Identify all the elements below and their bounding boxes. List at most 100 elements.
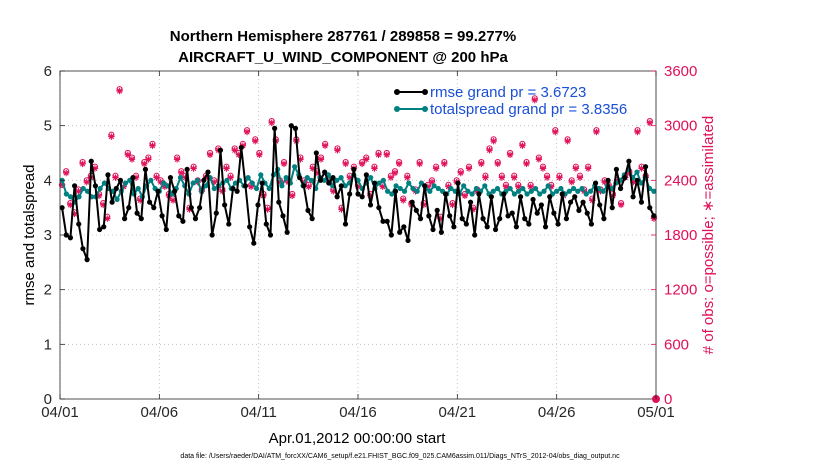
rmse-series-point <box>455 180 461 186</box>
obs-assimilated-point <box>280 160 288 168</box>
rmse-series-point <box>263 221 269 227</box>
spread-series-point <box>566 188 572 194</box>
rmse-series-point <box>255 202 261 208</box>
rmse-series-point <box>480 216 486 222</box>
rmse-series-point <box>505 213 511 219</box>
spread-series-point <box>376 180 382 186</box>
rmse-series-point <box>638 199 645 205</box>
spread-series-point <box>465 188 471 194</box>
rmse-series-point <box>651 213 657 219</box>
rmse-series-point <box>572 194 578 200</box>
spread-series-point <box>249 180 255 186</box>
y-left-tick-label: 6 <box>44 63 52 80</box>
rmse-series-point <box>96 226 103 233</box>
obs-assimilated-point <box>79 160 86 168</box>
x-tick-label: 04/16 <box>339 404 377 421</box>
rmse-series-point <box>284 229 290 235</box>
legend-spread-label: totalspread grand pr = 3.8356 <box>430 101 627 118</box>
rmse-series-point <box>147 199 153 205</box>
spread-series-point <box>482 183 488 189</box>
spread-series-point <box>528 188 534 194</box>
rmse-series-point <box>538 202 544 208</box>
spread-series-point <box>177 175 184 181</box>
spread-series-point <box>448 185 454 192</box>
rmse-series-point <box>526 221 532 227</box>
legend-spread-marker-right <box>422 106 428 112</box>
spread-series-point <box>414 188 420 194</box>
spread-series-point <box>431 183 437 189</box>
obs-assimilated-point <box>531 96 538 104</box>
rmse-series-point <box>372 180 378 186</box>
rmse-series-point <box>113 185 119 192</box>
rmse-series-point <box>338 183 344 189</box>
spread-series-point <box>291 164 298 170</box>
obs-assimilated-point <box>498 174 506 181</box>
spread-series-point <box>380 177 386 183</box>
rmse-series-point <box>309 216 315 222</box>
rmse-series-point <box>484 224 490 230</box>
rmse-series-point <box>559 191 565 197</box>
spread-series-point <box>245 175 251 181</box>
rmse-series-point <box>626 158 632 164</box>
obs-assimilated-point <box>568 178 575 186</box>
rmse-series-point <box>597 202 603 208</box>
obs-assimilated-point <box>256 151 263 159</box>
obs-assimilated-point <box>391 169 399 177</box>
legend: rmse grand pr = 3.6723 totalspread grand… <box>394 84 627 118</box>
obs-assimilated-point <box>593 128 600 136</box>
spread-series-point <box>490 188 496 194</box>
rmse-series-point <box>59 205 65 211</box>
obs-assimilated-point <box>124 151 132 159</box>
obs-assimilated-point <box>358 160 366 168</box>
rmse-series-point <box>367 202 374 208</box>
obs-assimilated-point <box>510 174 518 181</box>
obs-assimilated-point <box>395 160 403 168</box>
spread-series-point <box>342 183 348 189</box>
y-axis-label-left: rmse and totalspread <box>21 165 38 306</box>
y-left-tick-label: 3 <box>44 227 52 244</box>
rmse-series-point <box>292 125 299 131</box>
rmse-series-point <box>280 213 286 219</box>
spread-series-point <box>570 185 577 192</box>
rmse-series-point <box>634 177 640 183</box>
legend-rmse-label: rmse grand pr = 3.6723 <box>430 84 586 101</box>
obs-assimilated-point <box>461 192 469 200</box>
spread-series-point <box>258 172 264 178</box>
rmse-series-point <box>397 229 403 235</box>
data-file-footer: data file: /Users/raeder/DAI/ATM_forcXX/… <box>180 453 620 460</box>
obs-assimilated-point <box>552 128 559 136</box>
obs-assimilated-point <box>584 165 592 172</box>
rmse-series-point <box>609 205 615 211</box>
rmse-series-point <box>563 216 569 222</box>
rmse-series-point <box>463 221 469 227</box>
rmse-series-point <box>305 207 311 213</box>
obs-assimilated-point <box>457 169 464 177</box>
spread-series-point <box>545 183 551 189</box>
rmse-series-point <box>92 183 99 189</box>
obs-assimilated-point <box>400 197 407 204</box>
rmse-series-point <box>555 221 561 227</box>
rmse-series-point <box>297 175 303 181</box>
obs-assimilated-point <box>62 169 70 177</box>
obs-assimilated-point <box>564 137 571 145</box>
rmse-series-point <box>188 205 194 211</box>
spread-series-point <box>160 180 167 186</box>
obs-assimilated-point <box>141 160 148 168</box>
rmse-series-point <box>605 177 611 183</box>
rmse-series-point <box>301 183 307 189</box>
y-right-tick-label: 3600 <box>664 63 697 80</box>
rmse-series-point <box>447 213 453 219</box>
rmse-series-point <box>363 172 369 178</box>
rmse-series-point <box>88 158 94 164</box>
obs-assimilated-point <box>490 137 497 145</box>
obs-assimilated-point <box>363 156 370 163</box>
rmse-series-point <box>355 191 361 197</box>
spread-series-point <box>279 183 285 189</box>
rmse-series-point <box>476 191 482 197</box>
rmse-series-point <box>497 216 503 222</box>
y-right-tick-label: 3000 <box>664 118 697 135</box>
rmse-series-point <box>117 177 124 183</box>
obs-assimilated-point <box>83 178 90 186</box>
obs-assimilated-point <box>404 174 411 181</box>
